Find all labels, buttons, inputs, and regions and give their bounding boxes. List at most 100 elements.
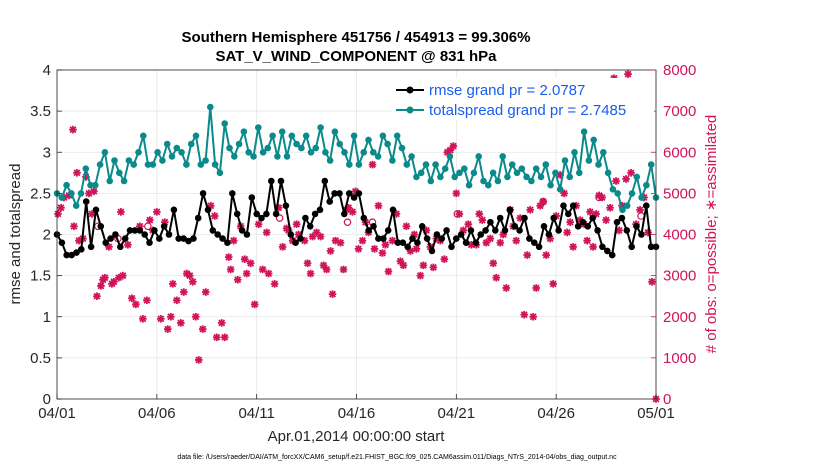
data-file-footnote: data file: /Users/raeder/DAI/ATM_forcXX/…: [177, 454, 617, 461]
data-point-rmse: [594, 227, 601, 234]
data-point-totalspread: [106, 177, 113, 185]
data-point-totalspread: [250, 153, 257, 160]
obs-assimilated-marker: [328, 290, 337, 298]
x-axis-label: Apr.01,2014 00:00:00 start: [268, 428, 446, 445]
data-point-totalspread: [475, 153, 483, 160]
data-point-totalspread: [370, 149, 377, 156]
data-point-totalspread: [168, 153, 176, 160]
data-point-totalspread: [485, 181, 492, 189]
y-tick-label: 0: [43, 391, 51, 408]
data-point-rmse: [238, 227, 246, 234]
obs-assimilated-marker: [336, 238, 345, 247]
data-point-totalspread: [537, 173, 545, 181]
data-point-totalspread: [571, 149, 578, 156]
y2-tick-label: 3000: [663, 268, 696, 285]
data-point-totalspread: [245, 149, 252, 156]
data-point-rmse: [355, 190, 363, 197]
data-point-rmse: [633, 223, 640, 230]
data-point-totalspread: [547, 181, 554, 189]
obs-assimilated-marker: [139, 315, 147, 323]
data-point-rmse: [112, 231, 119, 238]
series-lines: [53, 103, 660, 259]
data-point-rmse: [482, 227, 489, 234]
obs-assimilated-marker: [496, 238, 505, 247]
data-point-rmse: [375, 235, 382, 242]
data-point-rmse: [394, 239, 402, 246]
data-point-rmse: [156, 235, 163, 242]
data-point-totalspread: [96, 161, 104, 168]
data-point-totalspread: [638, 194, 645, 201]
y-axis-left-ticks: 0 0.5 1 1.5 2 2.5 3 3.5 4: [30, 62, 62, 408]
y2-tick-label: 5000: [663, 185, 696, 202]
y-tick-label: 2: [43, 227, 51, 244]
data-point-totalspread: [226, 144, 233, 152]
data-point-rmse: [253, 210, 260, 218]
obs-assimilated-marker: [226, 265, 235, 274]
data-point-totalspread: [552, 169, 559, 177]
data-point-rmse: [496, 214, 504, 222]
y-tick-label: 1.5: [30, 268, 51, 285]
data-point-rmse: [92, 206, 100, 214]
obs-assimilated-marker: [69, 125, 77, 134]
y-axis-left-label: rmse and totalspread: [7, 164, 24, 305]
data-point-totalspread: [422, 161, 430, 168]
legend-box: [392, 78, 654, 120]
data-point-rmse: [68, 251, 75, 259]
data-point-rmse: [151, 227, 158, 234]
y-tick-label: 2.5: [30, 185, 51, 202]
data-point-totalspread: [87, 181, 94, 189]
data-point-rmse: [418, 223, 426, 230]
obs-assimilated-marker: [242, 269, 251, 278]
data-point-rmse: [277, 177, 285, 185]
data-point-rmse: [608, 251, 616, 259]
data-point-totalspread: [355, 161, 363, 168]
data-point-rmse: [306, 223, 314, 230]
data-point-rmse: [506, 206, 514, 214]
data-point-rmse: [384, 227, 392, 234]
data-point-totalspread: [446, 153, 454, 160]
data-point-rmse: [467, 227, 475, 234]
obs-possible-marker: [343, 218, 352, 226]
data-point-rmse: [63, 251, 70, 259]
obs-assimilated-marker: [97, 282, 105, 290]
obs-assimilated-marker: [388, 236, 397, 245]
data-point-rmse: [233, 210, 241, 218]
data-point-rmse: [263, 210, 270, 218]
obs-assimilated-marker: [146, 216, 154, 224]
data-point-rmse: [258, 214, 265, 222]
obs-assimilated-marker: [402, 222, 411, 231]
data-point-totalspread: [633, 173, 641, 181]
data-point-rmse: [569, 202, 577, 209]
data-point-rmse: [487, 218, 494, 226]
data-point-rmse: [423, 235, 431, 242]
obs-assimilated-marker: [622, 175, 630, 183]
obs-assimilated-marker: [520, 310, 529, 319]
data-point-rmse: [599, 243, 606, 251]
legend-label-rmse: rmse grand pr = 2.0787: [429, 82, 585, 99]
y-axis-right-ticks: 0 1000 2000 3000 4000 5000 6000 7000 8000: [651, 62, 696, 408]
obs-assimilated-marker: [194, 356, 203, 364]
data-point-totalspread: [374, 153, 382, 160]
data-point-totalspread: [619, 206, 626, 214]
data-point-totalspread: [269, 132, 276, 140]
data-point-totalspread: [207, 103, 214, 111]
data-point-rmse: [462, 239, 470, 246]
obs-assimilated-marker: [173, 296, 181, 305]
obs-assimilated-marker: [93, 292, 101, 300]
y2-tick-label: 0: [663, 391, 671, 408]
data-point-totalspread: [298, 144, 305, 152]
data-point-totalspread: [288, 132, 296, 140]
obs-assimilated-marker: [157, 315, 165, 323]
data-point-rmse: [540, 223, 548, 230]
data-point-totalspread: [614, 190, 621, 197]
y-tick-label: 3.5: [30, 103, 51, 120]
data-point-rmse: [243, 231, 251, 238]
obs-assimilated-marker: [210, 212, 219, 220]
obs-assimilated-marker: [322, 265, 331, 274]
obs-assimilated-marker: [627, 169, 635, 177]
data-point-totalspread: [111, 157, 118, 164]
obs-assimilated-marker: [270, 280, 279, 288]
data-point-totalspread: [211, 161, 219, 168]
data-point-rmse: [531, 239, 538, 246]
obs-assimilated-marker: [188, 277, 197, 286]
